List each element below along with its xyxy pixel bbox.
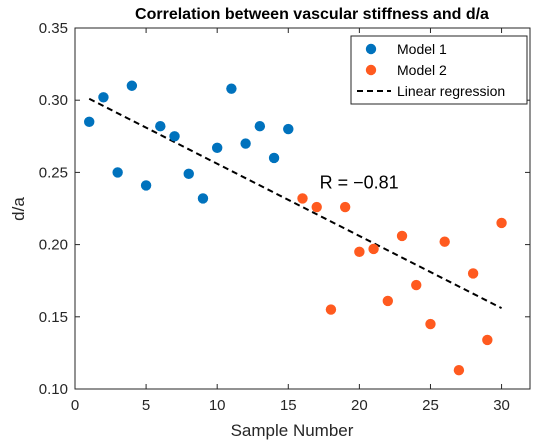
y-tick-label: 0.30 — [39, 92, 68, 109]
data-point — [396, 230, 408, 242]
plot-area: 0 5 10 15 20 25 30 0.10 0.15 0.20 0.25 0.30 0.35 R = … — [39, 20, 531, 414]
data-point — [297, 193, 308, 204]
data-point — [496, 217, 507, 229]
legend-marker — [365, 64, 377, 76]
legend: Model 1 Model 2 Linear regression — [350, 35, 528, 105]
legend-box — [350, 35, 528, 105]
legend-label: Model 2 — [397, 62, 447, 78]
x-tick-label: 30 — [493, 397, 510, 414]
plot-frame — [74, 27, 531, 390]
data-point — [339, 201, 351, 213]
regression-line — [88, 97, 503, 310]
y-tick-label: 0.10 — [39, 381, 68, 398]
legend-label: Model 1 — [397, 41, 447, 57]
data-point — [382, 295, 394, 307]
data-point — [211, 142, 223, 154]
data-point — [226, 83, 237, 94]
chart-title: Correlation between vascular stiffness a… — [135, 6, 489, 23]
data-point — [84, 116, 95, 128]
series-1 — [84, 80, 294, 204]
y-axis-label: d/a — [9, 197, 28, 221]
data-point — [183, 168, 194, 180]
data-point — [467, 268, 479, 279]
legend-entry-model-2: Model 2 — [365, 62, 447, 78]
data-point — [254, 120, 266, 132]
y-tick-label: 0.25 — [39, 164, 68, 181]
legend-entry-model-1: Model 1 — [365, 41, 447, 57]
y-tick-label: 0.35 — [39, 20, 68, 37]
data-point — [411, 279, 422, 291]
y-tick-label: 0.15 — [39, 309, 68, 326]
legend-marker — [365, 43, 377, 55]
x-tick-label: 0 — [71, 397, 79, 414]
x-tick-label: 10 — [209, 397, 226, 414]
data-point — [311, 201, 322, 213]
x-tick-label: 25 — [422, 397, 439, 414]
data-point — [283, 123, 294, 135]
data-point — [425, 318, 436, 330]
data-point — [439, 236, 450, 247]
data-point — [140, 180, 152, 191]
correlation-annotation: R = −0.81 — [320, 172, 399, 192]
data-point — [368, 243, 379, 255]
legend-entry-linear-regression: Linear regression — [357, 83, 505, 99]
data-point — [197, 193, 209, 204]
data-point — [453, 365, 465, 376]
data-point — [155, 120, 166, 132]
data-point — [325, 304, 337, 315]
data-point — [354, 246, 365, 258]
data-point — [112, 167, 123, 178]
data-point — [240, 138, 251, 149]
data-point — [268, 152, 280, 164]
legend-label: Linear regression — [397, 83, 505, 99]
data-point — [98, 92, 109, 103]
x-axis-label: Sample Number — [231, 421, 354, 440]
data-point — [482, 334, 493, 346]
data-point — [126, 80, 138, 91]
data-point — [169, 131, 180, 142]
x-tick-label: 20 — [351, 397, 368, 414]
y-tick-label: 0.20 — [39, 237, 68, 254]
x-tick-label: 15 — [280, 397, 297, 414]
series-2 — [297, 193, 507, 376]
x-tick-label: 5 — [142, 397, 150, 414]
